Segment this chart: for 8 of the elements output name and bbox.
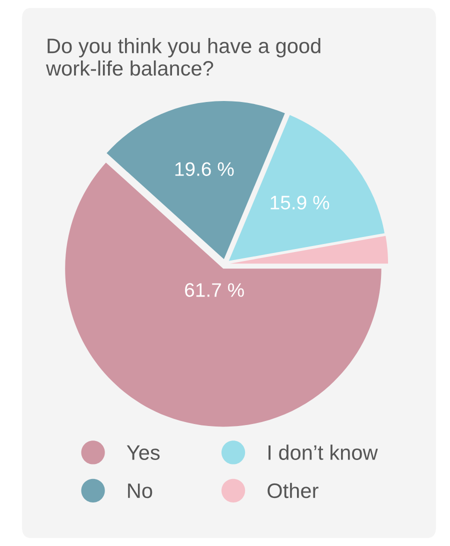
legend-label: I don’t know <box>268 444 378 460</box>
legend-label: Other <box>268 482 318 498</box>
data-label: 61.7 % <box>185 283 244 297</box>
chart-title: Do you think you have a good work-life balance? <box>46 38 320 76</box>
legend-label: No <box>128 484 152 498</box>
legend-label: Yes <box>126 445 160 460</box>
data-label: 15.9 % <box>270 196 330 210</box>
data-label: 19.6 % <box>175 162 234 176</box>
